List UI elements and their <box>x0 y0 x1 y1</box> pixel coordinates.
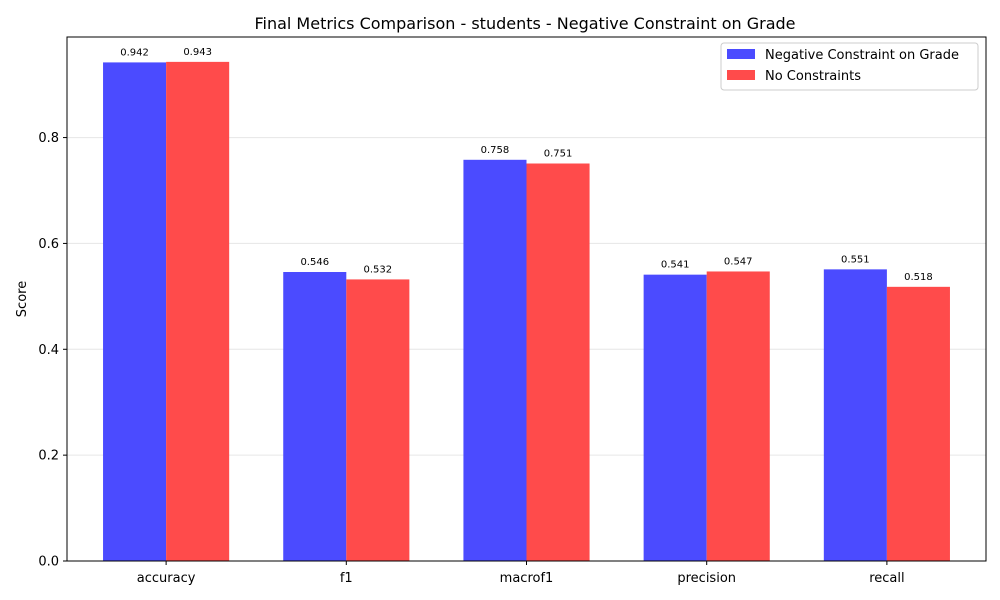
bar <box>526 163 590 561</box>
data-label: 0.551 <box>841 254 870 265</box>
bar <box>823 269 887 561</box>
bar <box>103 62 167 561</box>
legend-swatch <box>727 70 755 80</box>
data-labels: 0.942 0.546 0.758 0.541 0.551 0.943 0.532 0.751… <box>120 47 932 283</box>
data-label: 0.942 <box>120 47 149 58</box>
legend: Negative Constraint on Grade No Constrain… <box>720 42 979 91</box>
bar <box>706 271 770 561</box>
bar <box>886 286 950 561</box>
data-label: 0.541 <box>661 260 690 271</box>
data-label: 0.943 <box>183 47 212 58</box>
x-tick-label: precision <box>677 571 736 586</box>
y-tick-label: 0.6 <box>38 237 59 252</box>
chart-title: Final Metrics Comparison - students - Ne… <box>254 14 795 33</box>
bar <box>166 61 230 561</box>
data-label: 0.751 <box>544 149 573 160</box>
legend-label: Negative Constraint on Grade <box>765 48 959 63</box>
bars <box>103 61 950 561</box>
x-tick-label: accuracy <box>137 571 196 586</box>
data-label: 0.546 <box>300 257 329 268</box>
data-label: 0.532 <box>364 264 393 275</box>
bar <box>283 272 347 561</box>
bar <box>463 159 527 561</box>
data-label: 0.518 <box>904 272 933 283</box>
data-label: 0.547 <box>724 256 753 267</box>
y-tick-label: 0.2 <box>38 449 59 464</box>
bar <box>346 279 410 561</box>
legend-label: No Constraints <box>765 69 861 84</box>
y-tick-label: 0.4 <box>38 343 59 358</box>
x-tick-label: macrof1 <box>500 571 554 586</box>
legend-box <box>720 42 979 91</box>
y-tick-label: 0.0 <box>38 555 59 570</box>
y-axis-label: Score <box>15 281 30 317</box>
x-tick-label: f1 <box>340 571 353 586</box>
y-axis: 0.0 0.2 0.4 0.6 0.8 <box>38 131 67 570</box>
y-tick-label: 0.8 <box>38 131 59 146</box>
data-label: 0.758 <box>481 145 510 156</box>
x-tick-label: recall <box>869 571 904 586</box>
bar <box>643 274 707 561</box>
x-axis: accuracy f1 macrof1 precision recall <box>137 561 905 586</box>
legend-swatch <box>727 49 755 59</box>
